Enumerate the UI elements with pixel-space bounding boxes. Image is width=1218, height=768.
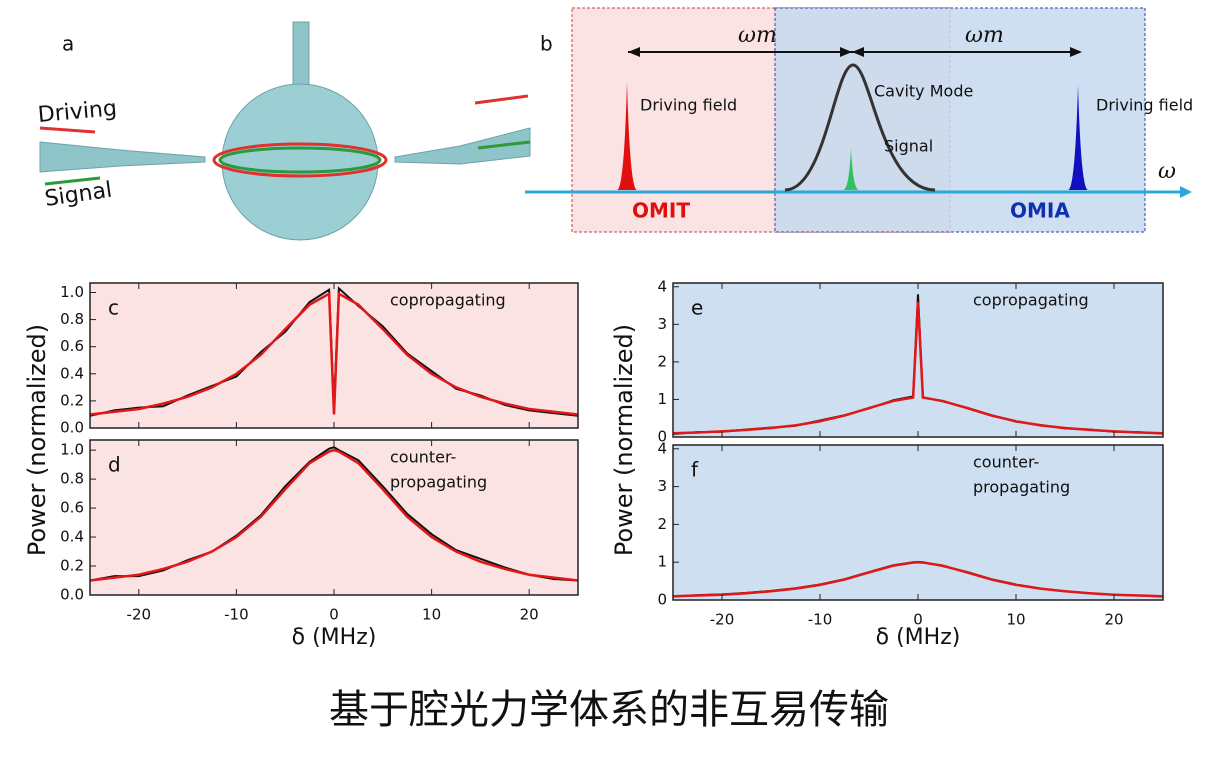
y-tick-label: 0.2 — [60, 557, 84, 575]
y-tick-label: 3 — [657, 477, 667, 495]
annotation: counter- — [390, 448, 456, 467]
y-tick-label: 0 — [657, 428, 667, 446]
panel-label: c — [108, 296, 119, 320]
omit-label: OMIT — [632, 199, 690, 223]
y-tick-label: 1 — [657, 390, 667, 408]
panel-label: f — [691, 458, 699, 482]
y-tick-label: 0.6 — [60, 337, 84, 355]
driving-field-label: Driving field — [640, 96, 737, 115]
x-tick-label: -10 — [808, 611, 833, 629]
y-tick-label: 4 — [657, 277, 667, 295]
y-tick-label: 0.2 — [60, 391, 84, 409]
y-axis-label: Power (normalized) — [23, 324, 51, 556]
omia-label: OMIA — [1010, 199, 1070, 223]
plot-background — [673, 445, 1163, 600]
x-tick-label: -20 — [127, 606, 152, 624]
panel-a-diagram — [39, 21, 531, 241]
annotation: copropagating — [390, 291, 506, 310]
y-tick-label: 1.0 — [60, 283, 84, 301]
omega-label: ω — [1158, 159, 1176, 184]
x-tick-label: -10 — [224, 606, 249, 624]
data-line — [672, 301, 1164, 435]
panel-label: a — [62, 32, 74, 56]
y-tick-label: 0.0 — [60, 419, 84, 437]
cavity-mode-label: Cavity Mode — [874, 82, 973, 101]
y-tick-label: 0.4 — [60, 528, 84, 546]
annotation: counter- — [973, 453, 1039, 472]
y-tick-label: 1 — [657, 553, 667, 571]
panel-label: b — [540, 32, 553, 56]
data-line — [89, 291, 579, 416]
x-tick-label: -20 — [710, 611, 735, 629]
y-tick-label: 4 — [657, 439, 667, 457]
y-tick-label: 1.0 — [60, 441, 84, 459]
y-axis-label: Power (normalized) — [610, 324, 638, 556]
y-tick-label: 0.8 — [60, 470, 84, 488]
y-tick-label: 0.4 — [60, 364, 84, 382]
driving-field-label: Driving field — [1096, 96, 1193, 115]
y-tick-label: 3 — [657, 315, 667, 333]
panel-label: d — [108, 453, 121, 477]
x-tick-label: 10 — [1006, 611, 1025, 629]
x-axis-label: δ (MHz) — [876, 625, 961, 650]
y-tick-label: 0.0 — [60, 586, 84, 604]
omega-m: ωm — [738, 23, 777, 48]
y-tick-label: 2 — [657, 352, 667, 370]
y-tick-label: 0.6 — [60, 499, 84, 517]
x-axis-label: δ (MHz) — [292, 625, 377, 650]
y-tick-label: 2 — [657, 515, 667, 533]
panel-label: e — [691, 296, 703, 320]
annotation: copropagating — [973, 291, 1089, 310]
data-line — [672, 560, 1164, 598]
y-tick-label: 0.8 — [60, 310, 84, 328]
driving-label: Driving — [37, 96, 118, 128]
annotation: propagating — [973, 478, 1070, 497]
x-tick-label: 10 — [422, 606, 441, 624]
x-tick-label: 20 — [520, 606, 539, 624]
data-line — [89, 448, 579, 582]
signal-label: Signal — [884, 137, 933, 156]
plot-background — [90, 440, 578, 595]
x-tick-label: 0 — [913, 611, 923, 629]
annotation: propagating — [390, 473, 487, 492]
x-tick-label: 0 — [329, 606, 339, 624]
panel-b-diagram — [525, 7, 1192, 233]
caption: 基于腔光力学体系的非互易传输 — [329, 687, 889, 733]
x-tick-label: 20 — [1104, 611, 1123, 629]
omega-m: ωm — [965, 23, 1004, 48]
y-tick-label: 0 — [657, 591, 667, 609]
